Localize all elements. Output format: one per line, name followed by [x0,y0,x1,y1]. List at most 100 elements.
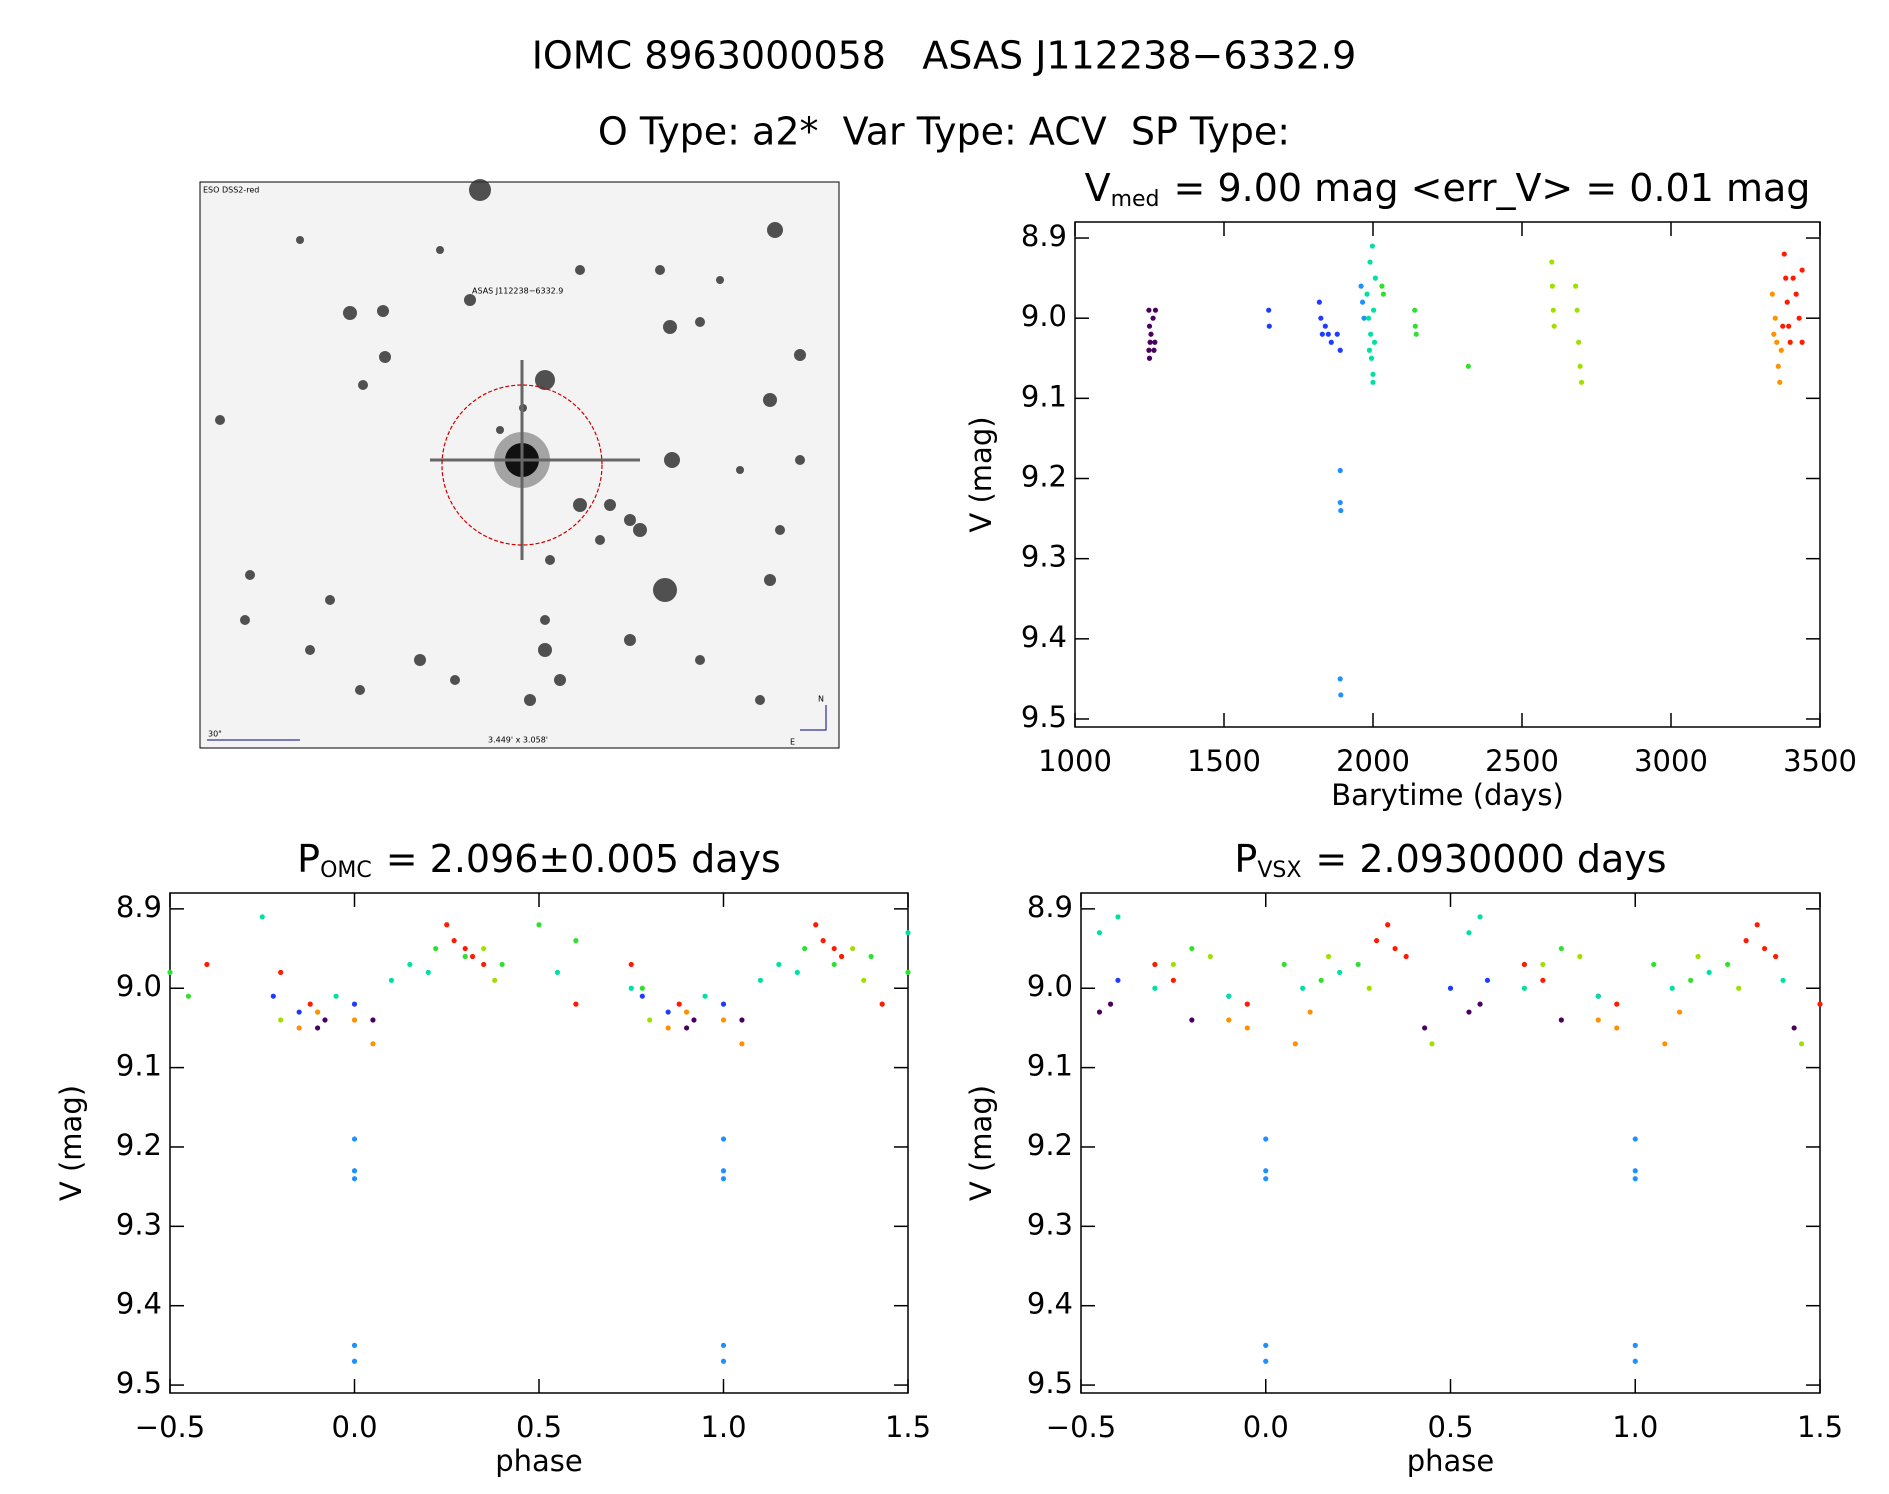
point [1784,299,1790,305]
star [755,695,765,705]
point [850,945,856,952]
point [1244,1025,1250,1031]
point [1412,307,1418,313]
point [794,969,800,975]
point [462,945,468,952]
point [1263,1342,1269,1348]
point [185,993,192,999]
point [469,953,476,960]
star [573,498,587,512]
point [1413,331,1419,337]
point [204,961,210,968]
star [343,306,357,320]
star [496,426,504,434]
point [1152,339,1158,345]
point [1148,331,1154,337]
point [1577,363,1583,369]
point [1370,371,1376,377]
chart-title: PVSX = 2.0930000 days [1234,837,1666,884]
point [1799,339,1805,345]
point [757,977,764,983]
star [538,643,552,657]
y-tick-label: 9.1 [1021,379,1067,413]
point [1266,323,1272,329]
x-axis-label: phase [1407,1444,1495,1478]
point [573,1001,579,1007]
point [1540,961,1546,968]
star [524,694,536,706]
point [1366,347,1373,353]
point [1574,307,1580,313]
point [1147,339,1153,345]
point [1466,1009,1472,1015]
point [462,953,468,960]
point [433,945,439,952]
point [1817,1001,1823,1007]
point [315,1025,321,1031]
title-symbol: P [1234,837,1257,881]
point [1484,977,1491,983]
point [1366,985,1372,991]
point [905,930,911,936]
y-tick-label: 8.9 [116,890,162,924]
point [278,969,284,975]
star [763,393,777,407]
point [1146,323,1153,329]
y-tick-label: 9.4 [116,1287,162,1321]
star [767,222,783,238]
point [315,1009,321,1015]
point [444,922,450,928]
point [720,1001,727,1007]
title-text: = 2.0930000 days [1315,837,1666,881]
star [436,246,444,254]
point [1632,1136,1638,1142]
star [554,674,566,686]
y-tick-label: 9.0 [116,969,162,1003]
y-tick-label: 9.2 [1021,460,1067,494]
point [1549,283,1555,289]
point [639,985,645,991]
point [861,977,867,983]
point [278,1017,284,1023]
point [1595,1017,1601,1023]
point [1226,1017,1232,1023]
point [1244,1001,1250,1007]
x-tick-label: 1000 [1038,744,1112,778]
point [1380,291,1387,297]
x-tick-label: 3500 [1783,744,1857,778]
y-tick-label: 9.4 [1027,1287,1073,1321]
star [624,514,636,526]
star [540,615,550,625]
point [1706,969,1712,975]
point [1170,961,1176,968]
point [1465,363,1471,369]
x-axis-label: phase [495,1444,583,1478]
point [296,1009,302,1015]
point [499,961,505,968]
point [1096,1009,1103,1015]
x-tick-label: −0.5 [135,1410,205,1444]
point [684,1025,690,1031]
x-tick-label: 0.0 [1243,1410,1289,1444]
finder-image: ESO DSS2-red ASAS J112238−6332.9 30" 3.449'… [199,179,840,749]
point [1796,315,1802,321]
y-tick-label: 9.2 [1027,1128,1073,1162]
point [1429,1041,1435,1047]
point [1367,259,1373,265]
point [1614,1001,1620,1007]
point [1777,379,1783,385]
target-circle [441,384,603,546]
star [624,634,636,646]
point [820,938,826,944]
point [333,993,339,999]
x-tick-label: 1.0 [700,1410,746,1444]
x-tick-label: 1.5 [1797,1410,1843,1444]
point [1793,291,1799,297]
scale-label: 30" [208,730,222,739]
point [665,1009,671,1015]
point [1521,985,1527,991]
point [1447,985,1454,991]
point [1787,339,1793,345]
point [720,1342,727,1348]
